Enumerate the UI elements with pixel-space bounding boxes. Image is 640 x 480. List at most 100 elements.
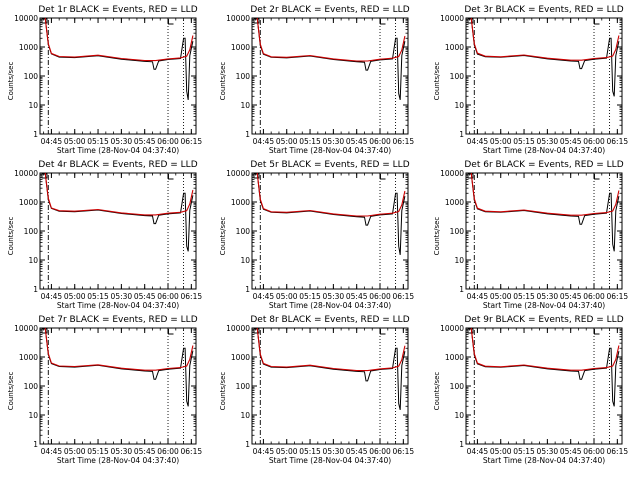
plot-frame — [465, 17, 623, 135]
x-tick-label: 05:30 — [323, 447, 345, 456]
x-tick-label: 04:45 — [467, 137, 489, 146]
flag-marker — [380, 329, 386, 335]
x-tick-label: 05:30 — [111, 292, 133, 301]
plot-frame — [39, 327, 197, 445]
x-tick-label: 06:15 — [393, 292, 415, 301]
x-tick-label: 05:00 — [276, 137, 298, 146]
x-tick-label: 04:45 — [253, 447, 275, 456]
chart-title: Det 3r BLACK = Events, RED = LLD — [464, 5, 623, 15]
chart-panel: Det 7r BLACK = Events, RED = LLD 1 10 100 10… — [7, 315, 202, 465]
y-tick-label: 1000 — [445, 198, 464, 207]
y-tick-label: 1000 — [19, 198, 38, 207]
plot-frame — [251, 17, 409, 135]
flag-marker — [168, 329, 174, 335]
x-tick-label: 05:30 — [537, 447, 559, 456]
y-tick-label: 1000 — [445, 353, 464, 362]
y-tick-label: 10000 — [14, 169, 38, 178]
series-events-line — [44, 17, 194, 100]
series-lld-line — [470, 172, 620, 216]
series-lld-line — [256, 327, 406, 372]
series-events-line — [470, 17, 620, 97]
flag-marker — [594, 329, 600, 335]
y-axis-label: Counts/sec — [433, 62, 441, 101]
chart-panel: Det 6r BLACK = Events, RED = LLD 1 10 100 10… — [433, 160, 628, 310]
y-tick-label: 1000 — [231, 43, 250, 52]
x-tick-label: 04:45 — [41, 447, 63, 456]
chart-title: Det 2r BLACK = Events, RED = LLD — [250, 5, 409, 15]
x-tick-label: 05:00 — [276, 447, 298, 456]
y-tick-label: 100 — [236, 382, 251, 391]
x-tick-label: 05:45 — [346, 447, 368, 456]
x-tick-label: 05:30 — [111, 137, 133, 146]
x-axis-label: Start Time (28-Nov-04 04:37:40) — [57, 456, 179, 465]
x-tick-label: 06:00 — [369, 447, 391, 456]
y-axis-label: Counts/sec — [433, 217, 441, 256]
y-tick-label: 100 — [450, 382, 465, 391]
chart-title: Det 9r BLACK = Events, RED = LLD — [464, 315, 623, 325]
x-tick-label: 06:00 — [157, 447, 179, 456]
x-tick-label: 05:00 — [276, 292, 298, 301]
y-axis-label: Counts/sec — [7, 372, 15, 411]
x-tick-label: 06:00 — [583, 447, 605, 456]
series-lld-line — [44, 327, 194, 371]
x-tick-label: 05:15 — [299, 292, 321, 301]
series-events-line — [470, 327, 620, 407]
chart-panel: Det 9r BLACK = Events, RED = LLD 1 10 100 10… — [433, 315, 628, 465]
x-tick-label: 04:45 — [467, 292, 489, 301]
x-tick-label: 05:00 — [490, 447, 512, 456]
y-axis-label: Counts/sec — [7, 217, 15, 256]
chart-panel: Det 2r BLACK = Events, RED = LLD 1 10 100 10… — [219, 5, 414, 155]
x-tick-label: 05:30 — [537, 137, 559, 146]
y-tick-label: 10 — [28, 411, 38, 420]
series-lld-line — [44, 17, 194, 62]
y-tick-label: 10000 — [440, 169, 464, 178]
y-tick-label: 100 — [450, 227, 465, 236]
y-tick-label: 10 — [454, 101, 464, 110]
y-tick-label: 1 — [33, 130, 38, 139]
y-tick-label: 10000 — [226, 14, 250, 23]
flag-marker — [380, 174, 386, 180]
series-lld-line — [470, 17, 620, 61]
chart-panel: Det 5r BLACK = Events, RED = LLD 1 10 100 10… — [219, 160, 414, 310]
x-axis-label: Start Time (28-Nov-04 04:37:40) — [483, 146, 605, 155]
y-axis-label: Counts/sec — [219, 372, 227, 411]
chart-title: Det 1r BLACK = Events, RED = LLD — [38, 5, 197, 15]
chart-title: Det 7r BLACK = Events, RED = LLD — [38, 315, 197, 325]
x-tick-label: 05:30 — [111, 447, 133, 456]
y-axis-label: Counts/sec — [219, 62, 227, 101]
plot-frame — [465, 172, 623, 290]
x-axis-label: Start Time (28-Nov-04 04:37:40) — [483, 456, 605, 465]
x-axis-label: Start Time (28-Nov-04 04:37:40) — [483, 301, 605, 310]
y-tick-label: 100 — [236, 227, 251, 236]
y-tick-label: 10 — [240, 101, 250, 110]
y-tick-label: 1000 — [19, 353, 38, 362]
y-tick-label: 1 — [459, 285, 464, 294]
x-tick-label: 04:45 — [41, 292, 63, 301]
x-tick-label: 04:45 — [253, 137, 275, 146]
y-tick-label: 1 — [245, 130, 250, 139]
x-tick-label: 05:15 — [87, 137, 109, 146]
flag-marker — [594, 174, 600, 180]
x-tick-label: 05:00 — [490, 292, 512, 301]
x-tick-label: 05:15 — [513, 292, 535, 301]
x-axis-label: Start Time (28-Nov-04 04:37:40) — [57, 301, 179, 310]
y-tick-label: 10 — [240, 411, 250, 420]
x-axis-label: Start Time (28-Nov-04 04:37:40) — [269, 456, 391, 465]
plot-frame — [39, 172, 197, 290]
chart-panel: Det 3r BLACK = Events, RED = LLD 1 10 100 10… — [433, 5, 628, 155]
flag-marker — [594, 19, 600, 25]
y-tick-label: 10000 — [226, 169, 250, 178]
chart-title: Det 6r BLACK = Events, RED = LLD — [464, 160, 623, 170]
x-tick-label: 06:00 — [583, 292, 605, 301]
series-lld-line — [256, 17, 406, 62]
x-tick-label: 04:45 — [467, 447, 489, 456]
chart-panel: Det 8r BLACK = Events, RED = LLD 1 10 100 10… — [219, 315, 414, 465]
x-tick-label: 06:15 — [607, 292, 629, 301]
x-tick-label: 05:15 — [87, 447, 109, 456]
x-axis-label: Start Time (28-Nov-04 04:37:40) — [269, 301, 391, 310]
x-tick-label: 06:00 — [157, 137, 179, 146]
x-tick-label: 05:00 — [490, 137, 512, 146]
y-tick-label: 100 — [24, 72, 39, 81]
flag-marker — [380, 19, 386, 25]
